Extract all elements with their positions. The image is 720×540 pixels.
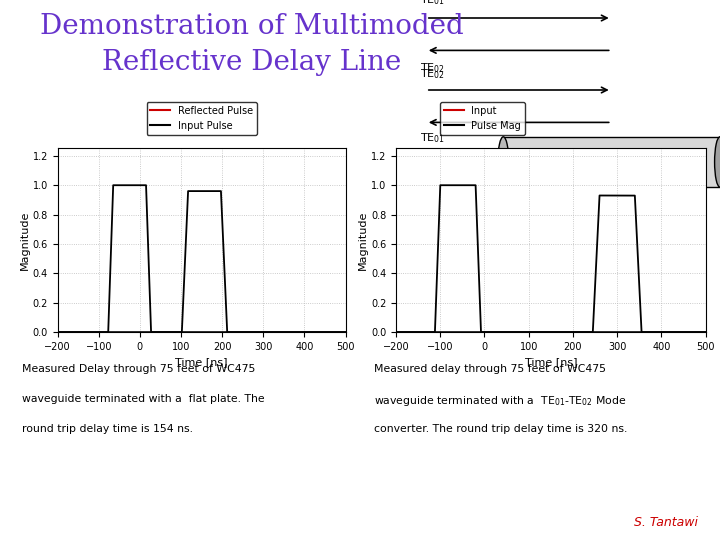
Text: converter. The round trip delay time is 320 ns.: converter. The round trip delay time is … xyxy=(374,424,628,434)
Bar xyxy=(503,137,720,187)
Ellipse shape xyxy=(714,137,720,187)
Y-axis label: Magnitude: Magnitude xyxy=(19,211,30,270)
Text: TE$_{02}$: TE$_{02}$ xyxy=(420,67,445,81)
Ellipse shape xyxy=(498,137,509,187)
Text: waveguide terminated with a  flat plate. The: waveguide terminated with a flat plate. … xyxy=(22,394,264,404)
Text: TE$_{02}$: TE$_{02}$ xyxy=(420,61,445,75)
Text: Measured delay through 75 feet of WC475: Measured delay through 75 feet of WC475 xyxy=(374,364,606,375)
X-axis label: Time [ns]: Time [ns] xyxy=(176,357,228,367)
Text: Reflective Delay Line: Reflective Delay Line xyxy=(102,49,402,76)
Text: Demonstration of Multimoded: Demonstration of Multimoded xyxy=(40,14,464,40)
Text: TE$_{01}$: TE$_{01}$ xyxy=(420,0,445,7)
Legend: Input, Pulse Mag: Input, Pulse Mag xyxy=(441,102,525,134)
X-axis label: Time [ns]: Time [ns] xyxy=(525,357,577,367)
Legend: Reflected Pulse, Input Pulse: Reflected Pulse, Input Pulse xyxy=(147,102,256,134)
Text: TE$_{01}$: TE$_{01}$ xyxy=(420,131,445,145)
Text: S. Tantawi: S. Tantawi xyxy=(634,516,698,529)
Text: Measured Delay through 75 feet of WC475: Measured Delay through 75 feet of WC475 xyxy=(22,364,255,375)
Text: waveguide terminated with a  TE$_{01}$-TE$_{02}$ Mode: waveguide terminated with a TE$_{01}$-TE… xyxy=(374,394,626,408)
Y-axis label: Magnitude: Magnitude xyxy=(358,211,368,270)
Text: round trip delay time is 154 ns.: round trip delay time is 154 ns. xyxy=(22,424,193,434)
